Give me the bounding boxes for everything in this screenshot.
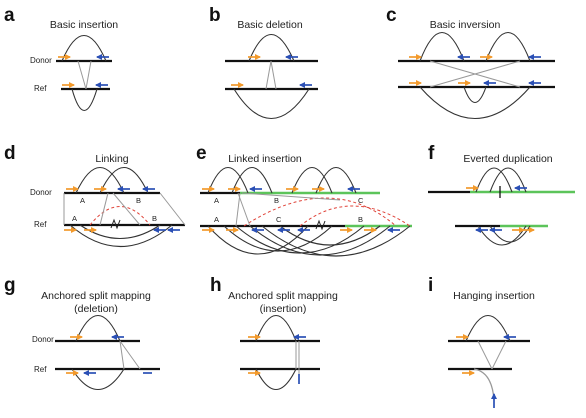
panel-h-title-line1: Anchored split mapping — [228, 290, 338, 302]
read-pair-arc — [248, 33, 295, 62]
segment-label-a: A — [72, 214, 77, 223]
read-pair-arc — [255, 314, 297, 342]
segment-label-a: A — [80, 196, 85, 205]
linked-dashed-arc — [299, 205, 411, 227]
read-pair-arc — [71, 368, 125, 391]
segment-connector — [237, 192, 251, 227]
panel-d-letter: d — [4, 143, 16, 164]
panel-c: c Basic inversion — [386, 5, 555, 119]
panel-i: i Hanging insertion — [428, 275, 535, 408]
read-pair-arc — [231, 166, 273, 194]
segment-label-a: A — [214, 196, 219, 205]
linked-dashed-arc — [243, 197, 397, 227]
segment-label-c: C — [276, 215, 282, 224]
breakpoint-connector — [77, 60, 87, 90]
row-label-donor: Donor — [30, 56, 52, 65]
read-pair-arc — [255, 368, 297, 390]
panel-g: g Anchored split mapping (deletion) Dono… — [4, 275, 160, 391]
panel-i-letter: i — [428, 275, 433, 296]
split-read-connector — [119, 340, 141, 370]
panel-f: f Everted duplication — [428, 143, 575, 246]
segment-label-b: B — [136, 196, 141, 205]
panel-h: h Anchored split mapping (insertion) — [210, 275, 338, 390]
breakpoint-connector — [85, 60, 92, 90]
panel-i-title: Hanging insertion — [453, 290, 535, 302]
row-label-donor: Donor — [30, 188, 52, 197]
segment-label-b: B — [274, 196, 279, 205]
read-pair-arc — [261, 225, 411, 257]
read-pair-arc — [475, 167, 513, 193]
read-pair-arc — [71, 88, 98, 111]
read-pair-arc — [477, 225, 527, 246]
panel-b-title: Basic deletion — [237, 19, 303, 31]
read-pair-arc — [75, 314, 121, 342]
segment-connector — [159, 192, 186, 226]
segment-connector — [235, 192, 241, 227]
split-read-connector — [119, 340, 125, 370]
read-pair-arc — [61, 34, 107, 62]
read-pair-arc — [489, 167, 527, 193]
hanging-mate-path — [473, 368, 495, 401]
row-label-ref: Ref — [34, 365, 47, 374]
panel-e: e Linked insertion A B C A C B — [196, 143, 412, 257]
row-label-ref: Ref — [34, 220, 47, 229]
segment-label-b: B — [152, 214, 157, 223]
segment-connector — [112, 192, 141, 226]
read-pair-arc — [315, 166, 357, 194]
segment-label-a: A — [214, 215, 219, 224]
panel-a-letter: a — [4, 5, 15, 26]
segment-label-b: B — [358, 215, 363, 224]
break-symbol — [110, 218, 121, 230]
read-pair-arc — [79, 224, 161, 240]
read-pair-arc — [485, 31, 531, 62]
read-pair-arc — [463, 86, 487, 104]
panel-a: a Basic insertion Donor Ref — [4, 5, 118, 111]
segment-connector — [241, 192, 341, 201]
breakpoint-connector — [265, 60, 272, 90]
panel-c-title: Basic inversion — [430, 19, 501, 31]
panel-g-title-line1: Anchored split mapping — [41, 290, 151, 302]
read-pair-arc — [207, 166, 249, 194]
breakpoint-connector — [270, 60, 277, 90]
break-symbol — [315, 219, 326, 231]
segment-label-c: C — [358, 196, 364, 205]
panel-f-title: Everted duplication — [463, 153, 552, 165]
linked-dashed-arc — [89, 206, 151, 226]
panel-h-title-line2: (insertion) — [260, 303, 307, 315]
row-label-ref: Ref — [34, 84, 47, 93]
read-pair-arc — [419, 86, 531, 119]
read-pair-arc — [69, 224, 173, 248]
panel-e-letter: e — [196, 143, 207, 164]
panel-g-letter: g — [4, 275, 16, 296]
read-pair-arc — [465, 314, 511, 342]
panel-g-title-line2: (deletion) — [74, 303, 118, 315]
panel-b: b Basic deletion — [209, 5, 318, 119]
inversion-connector — [429, 60, 521, 88]
insertion-connector — [477, 340, 493, 370]
read-pair-arc — [99, 166, 149, 194]
panel-e-title: Linked insertion — [228, 153, 302, 165]
panel-f-letter: f — [428, 143, 435, 164]
read-pair-arc — [291, 166, 333, 194]
panel-b-letter: b — [209, 5, 221, 26]
panel-d: d Linking Donor Ref A B A B — [4, 143, 186, 248]
panel-c-letter: c — [386, 5, 397, 26]
row-label-donor: Donor — [32, 335, 54, 344]
read-pair-arc — [419, 31, 465, 62]
read-pair-arc — [75, 166, 125, 194]
read-pair-arc — [279, 225, 381, 246]
insertion-connector — [491, 340, 507, 370]
segment-connector — [99, 192, 109, 226]
panel-h-letter: h — [210, 275, 222, 296]
read-pair-arc — [233, 88, 310, 119]
panel-a-title: Basic insertion — [50, 19, 118, 31]
read-pair-arc — [223, 225, 333, 252]
panel-d-title: Linking — [95, 153, 128, 165]
